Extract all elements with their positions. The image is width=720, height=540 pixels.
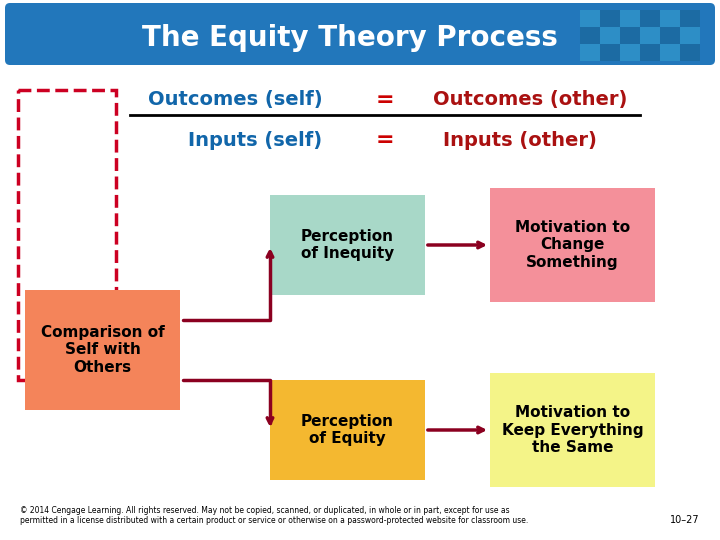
- Bar: [640, 44, 660, 61]
- Text: © 2014 Cengage Learning. All rights reserved. May not be copied, scanned, or dup: © 2014 Cengage Learning. All rights rese…: [20, 505, 528, 525]
- Text: =: =: [376, 130, 395, 150]
- FancyBboxPatch shape: [270, 380, 425, 480]
- FancyBboxPatch shape: [490, 188, 655, 302]
- Bar: [680, 27, 700, 44]
- Bar: [640, 27, 660, 44]
- Bar: [680, 10, 700, 27]
- Bar: [620, 27, 640, 44]
- Bar: [620, 10, 640, 27]
- Bar: [640, 10, 660, 27]
- Text: Outcomes (self): Outcomes (self): [148, 91, 323, 110]
- Bar: [580, 44, 600, 61]
- Bar: [660, 27, 680, 44]
- Text: Motivation to
Keep Everything
the Same: Motivation to Keep Everything the Same: [502, 405, 643, 455]
- Bar: [660, 44, 680, 61]
- Bar: [600, 27, 620, 44]
- FancyBboxPatch shape: [25, 290, 180, 410]
- Text: The Equity Theory Process: The Equity Theory Process: [142, 24, 558, 52]
- Text: Perception
of Inequity: Perception of Inequity: [301, 229, 394, 261]
- Bar: [580, 27, 600, 44]
- Bar: [580, 10, 600, 27]
- Bar: [660, 10, 680, 27]
- Text: Motivation to
Change
Something: Motivation to Change Something: [515, 220, 630, 270]
- Text: Outcomes (other): Outcomes (other): [433, 91, 627, 110]
- Text: Inputs (other): Inputs (other): [443, 131, 597, 150]
- FancyBboxPatch shape: [490, 373, 655, 487]
- Text: 10–27: 10–27: [670, 515, 700, 525]
- Text: =: =: [376, 90, 395, 110]
- Bar: [600, 10, 620, 27]
- Bar: [600, 44, 620, 61]
- FancyBboxPatch shape: [5, 3, 715, 65]
- Text: Comparison of
Self with
Others: Comparison of Self with Others: [40, 325, 164, 375]
- Bar: [680, 44, 700, 61]
- Text: Perception
of Equity: Perception of Equity: [301, 414, 394, 446]
- Text: Inputs (self): Inputs (self): [188, 131, 322, 150]
- Bar: [620, 44, 640, 61]
- FancyBboxPatch shape: [270, 195, 425, 295]
